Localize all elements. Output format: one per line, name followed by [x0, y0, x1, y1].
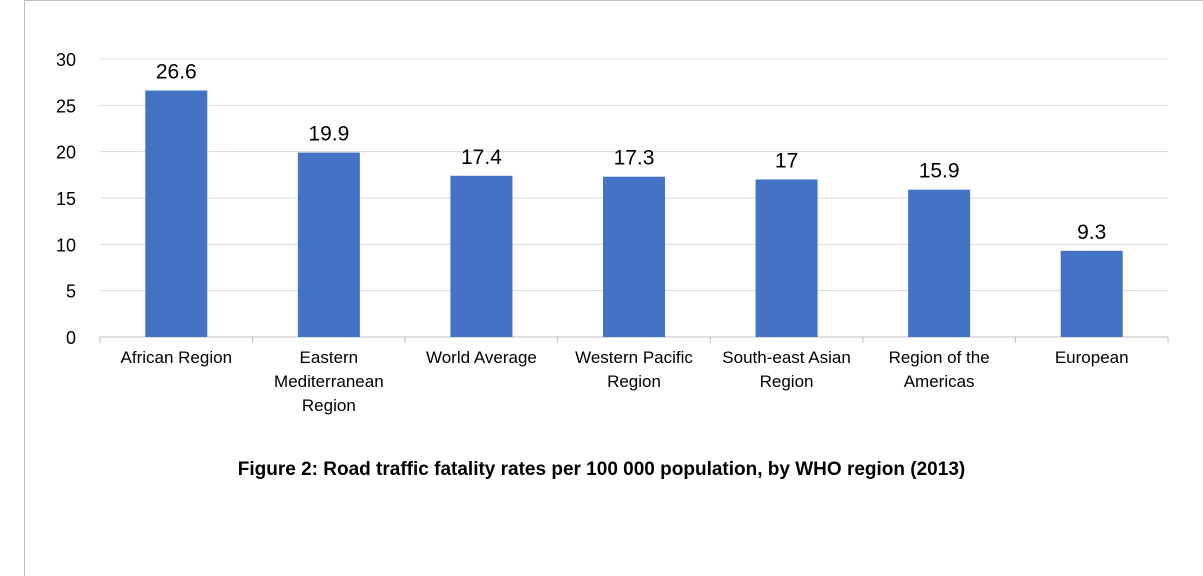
data-label: 9.3	[1077, 221, 1106, 244]
y-tick-label: 5	[66, 282, 76, 302]
x-category-label: Eastern Mediterranean Region	[274, 348, 384, 415]
x-category-label: African Region	[121, 348, 233, 367]
figure-frame	[24, 0, 1203, 576]
bar-chart: 0 5 10 15 20 25 30 26.6 African Region 19.9 Easter…	[56, 50, 1169, 415]
bar	[450, 175, 513, 337]
data-label: 26.6	[156, 61, 197, 84]
data-label: 17.4	[461, 146, 502, 169]
figure-caption: Figure 2: Road traffic fatality rates pe…	[237, 459, 966, 480]
data-label: 17.3	[614, 147, 655, 170]
y-tick-label: 15	[56, 189, 76, 209]
bar	[603, 176, 665, 337]
bar	[1060, 250, 1123, 337]
bar	[145, 90, 208, 337]
x-category-label: World Average	[426, 348, 537, 367]
bar	[908, 189, 971, 337]
x-category-label: European	[1055, 348, 1129, 367]
y-tick-label: 30	[56, 50, 76, 70]
x-category-label: Region of the Americas	[889, 348, 990, 391]
data-label: 17	[775, 149, 798, 172]
y-tick-label: 25	[56, 96, 76, 116]
y-tick-label: 10	[56, 235, 76, 255]
data-label: 19.9	[308, 123, 349, 146]
bar	[297, 152, 360, 337]
y-tick-label: 20	[56, 143, 76, 163]
y-tick-label: 0	[66, 328, 76, 348]
bar	[755, 179, 818, 337]
x-category-label: South-east Asian Region	[722, 348, 851, 391]
data-label: 15.9	[919, 160, 960, 183]
x-category-label: Western Pacific Region	[575, 348, 693, 391]
